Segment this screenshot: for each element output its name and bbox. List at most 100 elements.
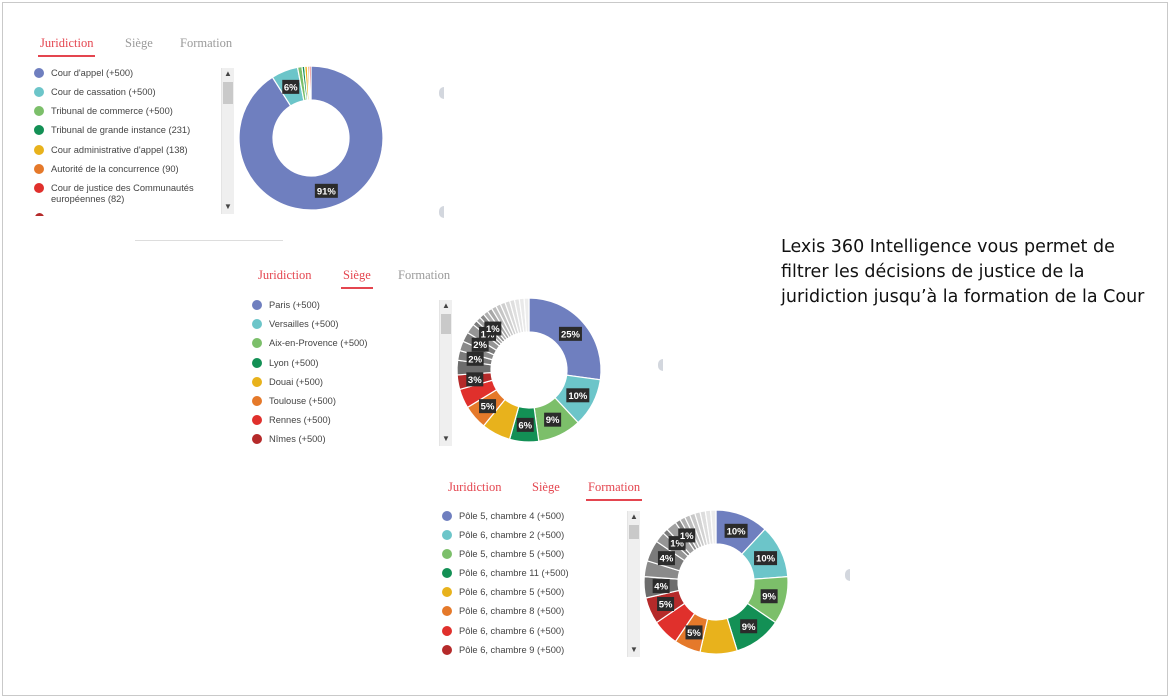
legend-item[interactable]: Paris (+500): [252, 300, 320, 311]
slice-label-text: 91%: [317, 186, 337, 197]
slice-label-background: [484, 321, 502, 336]
legend-label: Pôle 6, chambre 9 (+500): [459, 645, 565, 655]
slice-label-background: [652, 579, 670, 594]
slice-data-label: 3%: [466, 372, 484, 387]
tab-juridiction[interactable]: Juridiction: [37, 36, 96, 57]
slice-label-background: [724, 523, 748, 538]
tab-siege[interactable]: Siège: [341, 268, 373, 289]
legend-color-dot: [252, 338, 262, 348]
donut-slice[interactable]: [308, 65, 312, 101]
legend-item[interactable]: Pôle 5, chambre 5 (+500): [442, 549, 564, 560]
legend-item[interactable]: Pôle 6, chambre 8 (+500): [442, 606, 564, 617]
slice-data-label: 5%: [685, 625, 703, 640]
legend-label: Pôle 5, chambre 4 (+500): [459, 511, 565, 521]
donut-chart-formation: 10% 10% 9% 9% 5% 5% 4% 4% 1%1%: [643, 509, 789, 655]
slice-label-text: 2%: [468, 354, 482, 365]
legend-label: Pôle 6, chambre 11 (+500): [459, 568, 569, 578]
scroll-up-icon[interactable]: ▲: [442, 301, 450, 310]
legend-label: Nîmes (+500): [269, 434, 326, 444]
scrollbar-thumb[interactable]: [223, 82, 233, 104]
legend-item[interactable]: Rennes (+500): [252, 415, 331, 426]
legend-item[interactable]: Pôle 6, chambre 5 (+500): [442, 587, 564, 598]
slice-label-text: 4%: [660, 554, 674, 565]
slice-label-background: [466, 351, 484, 366]
legend-item[interactable]: Pôle 6, chambre 6 (+500): [442, 626, 564, 637]
tab-formation[interactable]: Formation: [398, 268, 451, 282]
legend-item[interactable]: Pôle 6, chambre 11 (+500): [442, 568, 569, 579]
legend-item[interactable]: Cour de cassation (+500): [34, 87, 156, 98]
slice-data-label: 5%: [479, 399, 497, 414]
slice-label-background: [657, 596, 675, 611]
panel-handle-icon[interactable]: [439, 206, 444, 218]
legend-item[interactable]: Pôle 6, chambre 9 (+500): [442, 645, 564, 656]
slice-label-background: [558, 326, 582, 341]
legend-scrollbar[interactable]: ▲ ▼: [221, 68, 234, 214]
slice-label-text: 6%: [284, 82, 298, 93]
legend-item[interactable]: Tribunal de commerce (+500): [34, 106, 173, 117]
legend-item[interactable]: Douai (+500): [252, 377, 323, 388]
slice-label-text: 10%: [568, 391, 588, 402]
legend-overflow-dot: [35, 213, 44, 216]
panel-handle-icon[interactable]: [439, 87, 444, 99]
donut-slice[interactable]: [238, 65, 384, 211]
legend-label: Autorité de la concurrence (90): [51, 164, 179, 174]
slice-data-label: 10%: [754, 551, 778, 566]
legend-item[interactable]: Versailles (+500): [252, 319, 339, 330]
slice-data-label: 1%: [678, 528, 696, 543]
legend-item[interactable]: Cour de justice des Communautés européen…: [34, 183, 202, 205]
legend-item[interactable]: Autorité de la concurrence (90): [34, 164, 179, 175]
slice-data-label: 10%: [724, 523, 748, 538]
slice-label-text: 5%: [659, 599, 673, 610]
legend-item[interactable]: Cour administrative d'appel (138): [34, 145, 188, 156]
tab-siege[interactable]: Siège: [125, 36, 153, 50]
scrollbar-thumb[interactable]: [629, 525, 639, 539]
scroll-down-icon[interactable]: ▼: [630, 645, 638, 654]
scroll-down-icon[interactable]: ▼: [442, 434, 450, 443]
scroll-up-icon[interactable]: ▲: [224, 69, 232, 78]
panel-handle-icon[interactable]: [658, 359, 663, 371]
slice-data-label: 91%: [314, 183, 338, 198]
legend-item[interactable]: Toulouse (+500): [252, 396, 336, 407]
legend-item[interactable]: Tribunal de grande instance (231): [34, 125, 190, 136]
scroll-down-icon[interactable]: ▼: [224, 202, 232, 211]
legend-item[interactable]: Aix-en-Provence (+500): [252, 338, 367, 349]
legend-label: Toulouse (+500): [269, 396, 336, 406]
slice-label-background: [516, 417, 534, 432]
tab-formation[interactable]: Formation: [585, 480, 643, 501]
legend-item[interactable]: Lyon (+500): [252, 358, 319, 369]
tab-formation[interactable]: Formation: [180, 36, 233, 50]
slice-label-background: [754, 551, 778, 566]
slice-label-text: 1%: [680, 531, 694, 542]
slice-data-label: 9%: [760, 589, 778, 604]
legend-color-dot: [252, 358, 262, 368]
slice-label-text: 5%: [481, 402, 495, 413]
tab-juridiction[interactable]: Juridiction: [448, 480, 502, 494]
panel-handle-icon[interactable]: [845, 569, 850, 581]
legend-item[interactable]: Cour d'appel (+500): [34, 68, 133, 79]
slice-label-text: 2%: [473, 340, 487, 351]
donut-slice[interactable]: [523, 297, 530, 333]
scroll-up-icon[interactable]: ▲: [630, 512, 638, 521]
legend-color-dot: [34, 145, 44, 155]
slice-label-text: 9%: [762, 592, 776, 603]
slice-label-text: 10%: [727, 526, 747, 537]
donut-slice[interactable]: [709, 509, 717, 545]
slice-label-background: [314, 183, 338, 198]
scrollbar-thumb[interactable]: [441, 314, 451, 334]
legend-scrollbar[interactable]: ▲ ▼: [439, 300, 452, 446]
description-text: Lexis 360 Intelligence vous permet de fi…: [781, 237, 1145, 307]
legend-scrollbar[interactable]: ▲ ▼: [627, 511, 640, 657]
slice-data-label: 9%: [740, 619, 758, 634]
legend-color-dot: [252, 396, 262, 406]
legend-label: Cour de cassation (+500): [51, 87, 156, 97]
legend-label: Pôle 6, chambre 8 (+500): [459, 606, 565, 616]
tab-juridiction[interactable]: Juridiction: [258, 268, 312, 282]
tab-siege[interactable]: Siège: [532, 480, 560, 494]
slice-label-background: [471, 337, 489, 352]
slice-label-background: [566, 388, 590, 403]
legend-item[interactable]: Pôle 5, chambre 4 (+500): [442, 511, 564, 522]
legend-color-dot: [34, 125, 44, 135]
legend-item[interactable]: Pôle 6, chambre 2 (+500): [442, 530, 564, 541]
legend-item[interactable]: Nîmes (+500): [252, 434, 326, 445]
legend-label: Cour administrative d'appel (138): [51, 145, 188, 155]
